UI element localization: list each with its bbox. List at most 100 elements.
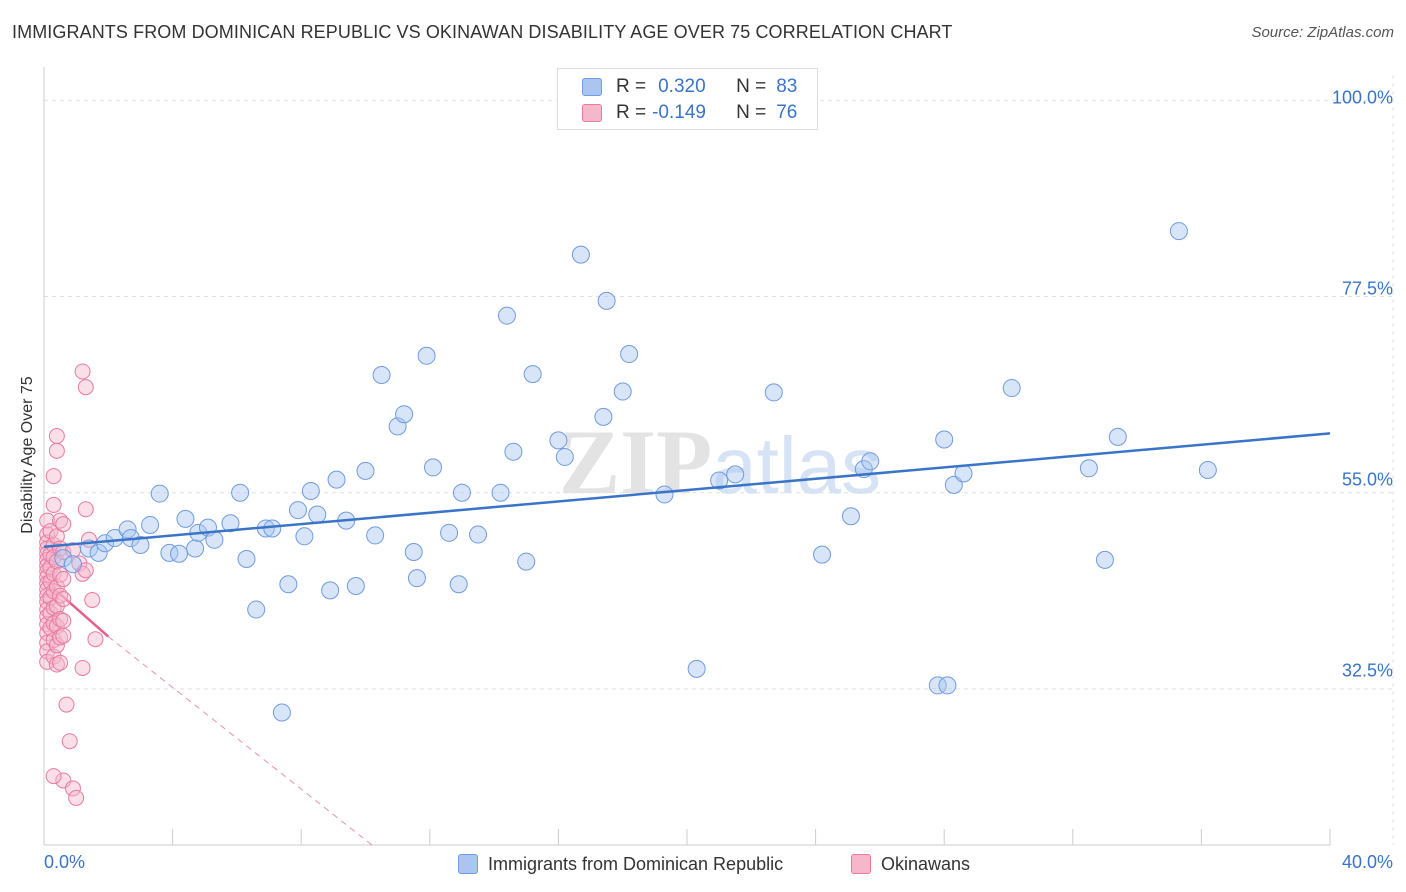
dominican-trend xyxy=(43,432,1331,549)
okinawans-point xyxy=(55,516,72,533)
dominican-point xyxy=(710,471,729,490)
dominican-point xyxy=(372,365,391,384)
dominican-point xyxy=(571,245,590,264)
okinawans-point xyxy=(39,653,56,670)
dominican-point xyxy=(327,470,346,489)
okinawans-trend xyxy=(43,578,373,846)
okinawans-point xyxy=(68,789,85,806)
r-label: R = xyxy=(616,102,647,123)
okinawans-trend-dashed xyxy=(107,636,373,846)
source-label: Source: ZipAtlas.com xyxy=(1251,24,1394,41)
dominican-point xyxy=(308,505,327,524)
legend-row-dominican: R = 0.320 N = 83 xyxy=(582,74,797,100)
r-label: R = xyxy=(616,76,647,97)
okinawans-point xyxy=(45,768,62,785)
okinawans-point xyxy=(52,654,69,671)
dominican-point xyxy=(321,581,340,600)
n-value: 76 xyxy=(776,102,798,123)
dominican-point xyxy=(935,430,954,449)
dominican-point xyxy=(504,442,523,461)
dominican-point xyxy=(687,659,706,678)
dominican-point xyxy=(726,465,745,484)
dominican-point xyxy=(288,501,307,520)
dominican-point xyxy=(497,306,516,325)
dominican-point xyxy=(1002,379,1021,398)
okinawans-point xyxy=(52,566,69,583)
dominican-point xyxy=(186,539,205,558)
okinawans-point xyxy=(48,637,65,654)
legend-row-okinawans: R = -0.149 N = 76 xyxy=(582,100,797,126)
dominican-point xyxy=(440,523,459,542)
dominican-point xyxy=(89,543,108,562)
dominican-point xyxy=(523,365,542,384)
legend-item-dominican: Immigrants from Dominican Republic xyxy=(458,852,783,876)
chart-title: IMMIGRANTS FROM DOMINICAN REPUBLIC VS OK… xyxy=(12,22,953,42)
blue-swatch-icon xyxy=(458,854,478,874)
x-tick-label-max: 40.0% xyxy=(1341,852,1393,872)
okinawans-point xyxy=(39,581,56,598)
dominican-point xyxy=(356,461,375,480)
watermark: ZIPatlas xyxy=(559,411,881,513)
okinawans-point xyxy=(55,591,72,608)
dominican-point xyxy=(452,483,471,502)
dominican-point xyxy=(1095,550,1114,569)
dominican-point xyxy=(63,555,82,574)
legend-label: Immigrants from Dominican Republic xyxy=(488,853,784,874)
okinawans-point xyxy=(45,549,62,566)
okinawans-point xyxy=(77,501,94,518)
watermark-atlas: atlas xyxy=(712,421,881,510)
dominican-point xyxy=(295,527,314,546)
dominican-point xyxy=(424,458,443,477)
dominican-point xyxy=(141,515,160,534)
okinawans-point xyxy=(48,428,65,445)
okinawans-points xyxy=(39,363,104,806)
watermark-zip: ZIP xyxy=(559,411,712,513)
dominican-point xyxy=(237,549,256,568)
legend-label: Okinawans xyxy=(881,853,971,874)
pink-swatch-icon xyxy=(582,104,602,122)
dominican-point xyxy=(1198,461,1217,480)
dominican-point xyxy=(620,345,639,364)
okinawans-point xyxy=(61,733,78,750)
okinawans-point xyxy=(84,591,101,608)
dominican-point xyxy=(346,577,365,596)
okinawans-point xyxy=(45,496,62,513)
dominican-point xyxy=(366,526,385,545)
y-tick-label: 55.0% xyxy=(1341,469,1393,490)
dominican-point xyxy=(176,509,195,528)
dominican-point xyxy=(813,545,832,564)
dominican-points xyxy=(54,222,1217,722)
dominican-point xyxy=(150,484,169,503)
dominican-point xyxy=(301,481,320,500)
dominican-point xyxy=(549,431,568,450)
okinawans-point xyxy=(58,696,75,713)
n-label: N = xyxy=(736,76,767,97)
dominican-trend-line xyxy=(43,432,1331,549)
dominican-point xyxy=(263,519,282,538)
okinawans-point xyxy=(39,512,56,529)
dominican-point xyxy=(764,383,783,402)
y-tick-label: 32.5% xyxy=(1341,660,1393,681)
dominican-point xyxy=(655,485,674,504)
dominican-point xyxy=(404,542,423,561)
dominican-point xyxy=(170,544,189,563)
dominican-point xyxy=(395,405,414,424)
okinawans-point xyxy=(74,659,91,676)
dominican-point xyxy=(54,549,73,568)
r-value: 0.320 xyxy=(658,76,706,97)
dominican-point xyxy=(160,543,179,562)
stats-legend: R = 0.320 N = 83 R = -0.149 N = 76 xyxy=(557,68,818,130)
dominican-point xyxy=(272,703,291,722)
dominican-point xyxy=(954,464,973,483)
r-value: -0.149 xyxy=(652,102,706,123)
y-tick-label: 77.5% xyxy=(1341,278,1393,299)
dominican-point xyxy=(449,575,468,594)
dominican-point xyxy=(555,447,574,466)
dominican-point xyxy=(1169,222,1188,241)
dominican-point xyxy=(105,529,124,548)
dominican-point xyxy=(928,676,947,695)
okinawans-point xyxy=(64,780,81,797)
axes xyxy=(43,67,1331,846)
okinawans-point xyxy=(48,442,65,459)
